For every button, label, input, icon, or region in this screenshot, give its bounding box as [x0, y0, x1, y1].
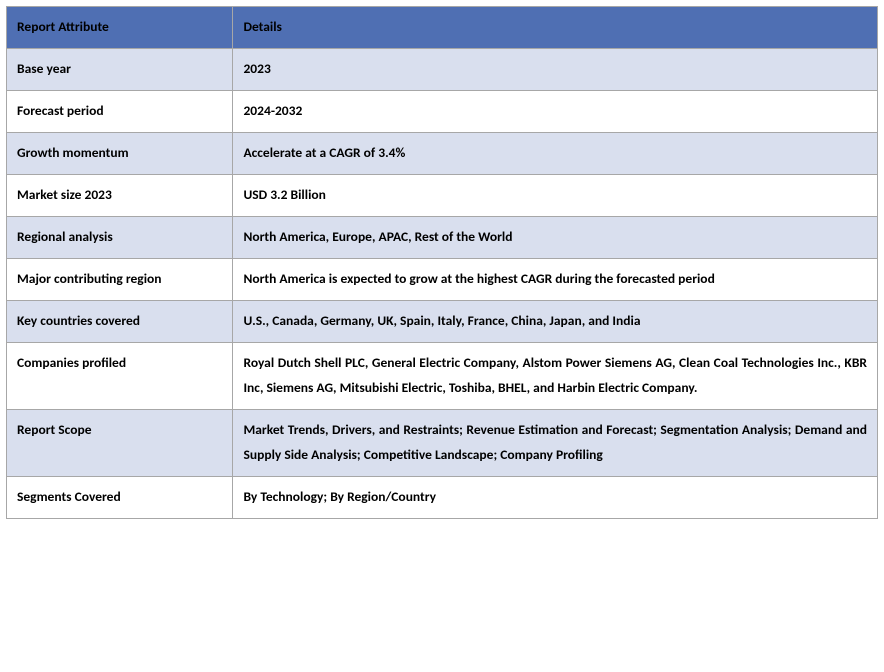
table-row: Market size 2023USD 3.2 Billion — [7, 174, 878, 216]
cell-detail: 2024-2032 — [233, 90, 878, 132]
cell-attribute: Key countries covered — [7, 300, 233, 342]
cell-detail: Royal Dutch Shell PLC, General Electric … — [233, 342, 878, 409]
table-row: Base year2023 — [7, 48, 878, 90]
table-row: Growth momentumAccelerate at a CAGR of 3… — [7, 132, 878, 174]
cell-attribute: Companies profiled — [7, 342, 233, 409]
cell-detail: Accelerate at a CAGR of 3.4% — [233, 132, 878, 174]
cell-detail: U.S., Canada, Germany, UK, Spain, Italy,… — [233, 300, 878, 342]
cell-detail: North America is expected to grow at the… — [233, 258, 878, 300]
table-row: Major contributing regionNorth America i… — [7, 258, 878, 300]
col-header-attribute: Report Attribute — [7, 7, 233, 49]
cell-attribute: Growth momentum — [7, 132, 233, 174]
table-body: Base year2023Forecast period2024-2032Gro… — [7, 48, 878, 518]
cell-attribute: Regional analysis — [7, 216, 233, 258]
table-row: Report ScopeMarket Trends, Drivers, and … — [7, 409, 878, 476]
cell-attribute: Report Scope — [7, 409, 233, 476]
cell-detail: By Technology; By Region/Country — [233, 476, 878, 518]
table-header-row: Report Attribute Details — [7, 7, 878, 49]
table-row: Key countries coveredU.S., Canada, Germa… — [7, 300, 878, 342]
table-row: Companies profiledRoyal Dutch Shell PLC,… — [7, 342, 878, 409]
table-row: Segments CoveredBy Technology; By Region… — [7, 476, 878, 518]
report-table-container: Report Attribute Details Base year2023Fo… — [0, 0, 884, 525]
cell-detail: 2023 — [233, 48, 878, 90]
cell-attribute: Forecast period — [7, 90, 233, 132]
col-header-details: Details — [233, 7, 878, 49]
cell-detail: USD 3.2 Billion — [233, 174, 878, 216]
cell-detail: North America, Europe, APAC, Rest of the… — [233, 216, 878, 258]
cell-attribute: Major contributing region — [7, 258, 233, 300]
table-row: Forecast period2024-2032 — [7, 90, 878, 132]
report-attributes-table: Report Attribute Details Base year2023Fo… — [6, 6, 878, 519]
cell-attribute: Segments Covered — [7, 476, 233, 518]
table-header: Report Attribute Details — [7, 7, 878, 49]
cell-detail: Market Trends, Drivers, and Restraints; … — [233, 409, 878, 476]
cell-attribute: Market size 2023 — [7, 174, 233, 216]
table-row: Regional analysisNorth America, Europe, … — [7, 216, 878, 258]
cell-attribute: Base year — [7, 48, 233, 90]
